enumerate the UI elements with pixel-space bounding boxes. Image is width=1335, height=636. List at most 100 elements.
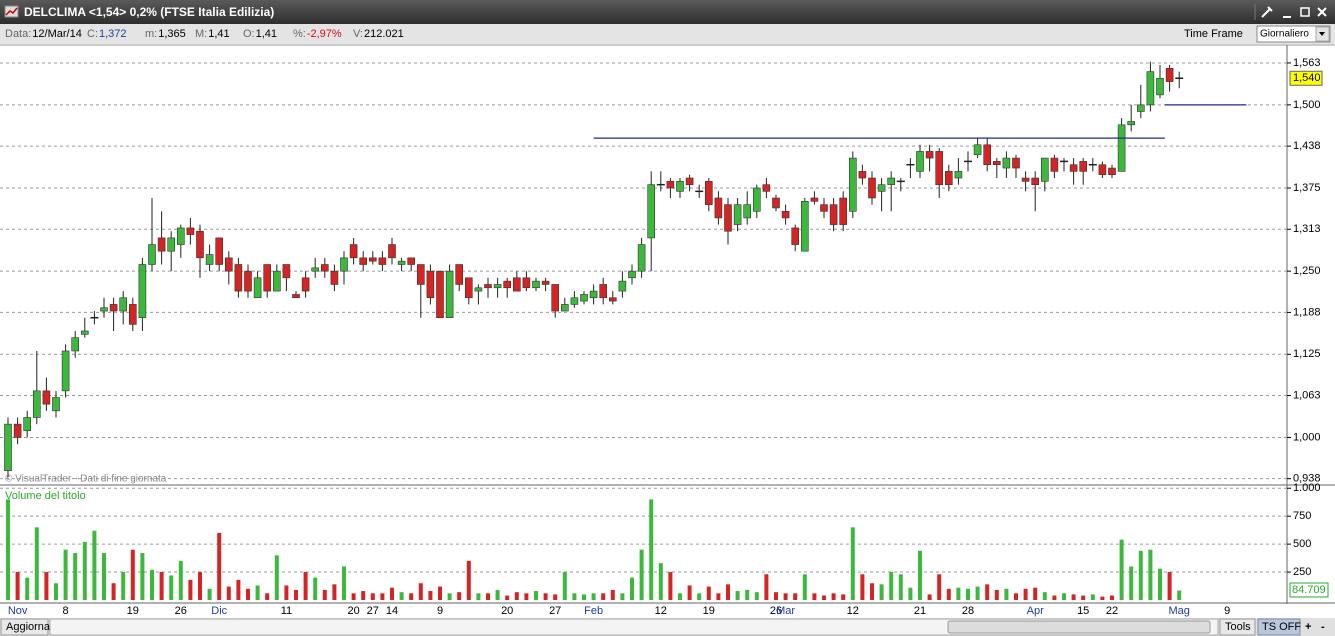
volume-bar xyxy=(82,541,87,600)
volume-bar xyxy=(370,593,375,600)
candle-body xyxy=(647,184,656,239)
volume-bar xyxy=(1138,550,1143,600)
volume-bar xyxy=(534,591,538,600)
candle-body xyxy=(637,244,646,272)
candle-body xyxy=(1117,124,1126,172)
zoom-out[interactable]: - xyxy=(1321,621,1325,633)
volume-bar xyxy=(1119,539,1124,600)
candle-body xyxy=(676,181,684,192)
volume-bar xyxy=(63,549,68,600)
volume-bar xyxy=(937,574,942,600)
volume-bar xyxy=(457,592,462,600)
candle-body xyxy=(944,171,953,185)
candle-body xyxy=(1127,121,1135,126)
candle-body xyxy=(71,337,79,352)
volume-bar xyxy=(706,586,711,600)
volume-bar xyxy=(553,594,558,600)
volume-bar xyxy=(1081,595,1086,600)
candle-body xyxy=(292,294,300,299)
volume-bar xyxy=(44,572,49,600)
scrollbar[interactable] xyxy=(49,618,1219,636)
volume-bar xyxy=(572,593,577,600)
candle-body xyxy=(167,237,175,252)
x-tick-label: Feb xyxy=(584,605,603,617)
info-value: 12/Mar/14 xyxy=(32,28,82,40)
tools-button[interactable] xyxy=(1261,6,1273,18)
candle-body xyxy=(436,270,444,319)
info-value: 1,372 xyxy=(99,28,127,40)
x-tick-label: 19 xyxy=(703,605,715,617)
volume-bar xyxy=(591,593,596,600)
volume-bar xyxy=(73,553,78,600)
x-tick-label: Dic xyxy=(211,605,227,617)
candle-body xyxy=(877,184,886,192)
volume-bar xyxy=(111,583,116,600)
ts-button[interactable] xyxy=(1257,618,1301,636)
volume-bar xyxy=(178,560,183,600)
x-tick-label: 11 xyxy=(281,605,292,617)
volume-bar xyxy=(438,586,442,600)
y-tick-label: 1,500 xyxy=(1293,99,1321,111)
candle-body xyxy=(474,287,483,292)
candle-body xyxy=(253,277,262,299)
info-value: 1,365 xyxy=(158,28,186,40)
volume-bar xyxy=(140,553,145,600)
period-select[interactable] xyxy=(1256,25,1331,43)
candle-body xyxy=(781,210,790,219)
volume-bar xyxy=(207,588,212,600)
volume-bar xyxy=(726,584,730,600)
candle-body xyxy=(839,197,848,225)
candle-body xyxy=(551,284,560,312)
volume-bar xyxy=(294,589,298,600)
volume-bar xyxy=(831,593,836,600)
candle-body xyxy=(1137,104,1145,112)
tools-menu[interactable] xyxy=(1219,618,1256,636)
scroll-thumb[interactable] xyxy=(947,620,1211,634)
volume-last-label: 84.709 xyxy=(1292,584,1326,596)
close-button[interactable] xyxy=(1317,7,1327,17)
candle-body xyxy=(733,204,742,225)
volume-bar xyxy=(610,589,615,600)
x-tick-label: Nov xyxy=(8,605,28,617)
y-tick-label: 1,188 xyxy=(1293,306,1321,318)
volume-bar xyxy=(466,560,471,600)
refresh-button[interactable] xyxy=(0,618,49,636)
volume-bar xyxy=(1042,592,1047,600)
candle-body xyxy=(129,304,137,325)
last-value-box xyxy=(1289,70,1323,86)
volume-bar xyxy=(1052,595,1057,600)
candle-body xyxy=(13,423,22,438)
last-value-label: 1,540 xyxy=(1293,72,1321,84)
volume-bar xyxy=(687,585,692,600)
volume-bar xyxy=(918,550,922,600)
volume-last-box xyxy=(1289,582,1329,598)
panel-title: Volume del titolo xyxy=(5,490,86,502)
plots: 0,938 1,000 1,063 1,125 1,188 1,250 1,313 1,375… xyxy=(0,57,1329,617)
volume-bar xyxy=(1100,596,1105,600)
volume-bar xyxy=(265,593,270,600)
volume-bar xyxy=(332,584,337,600)
candle-body xyxy=(1012,157,1020,169)
y-tick-label: 500 xyxy=(1293,538,1311,550)
volume-bar xyxy=(649,499,654,600)
zoom-in[interactable]: + xyxy=(1305,621,1311,633)
candle-body xyxy=(1002,157,1011,169)
candle-body xyxy=(234,264,243,292)
x-tick-label: 22 xyxy=(1106,605,1118,617)
title-bar xyxy=(0,0,1335,24)
volume-bar xyxy=(870,583,874,600)
volume-bar xyxy=(380,593,385,600)
candle-body xyxy=(868,177,876,199)
volume-bar xyxy=(889,572,894,600)
candle-body xyxy=(532,280,540,289)
candle-body xyxy=(215,237,223,265)
candle-body xyxy=(829,204,838,225)
volume-bar xyxy=(822,595,826,600)
x-tick-label: 26 xyxy=(175,605,187,617)
x-tick-label: 27 xyxy=(549,605,561,617)
volume-bar xyxy=(630,577,634,600)
maximize-button[interactable] xyxy=(1300,7,1310,17)
x-tick-label: 14 xyxy=(386,605,398,617)
y-tick-label: 1,063 xyxy=(1293,389,1321,401)
volume-bar xyxy=(716,593,721,600)
